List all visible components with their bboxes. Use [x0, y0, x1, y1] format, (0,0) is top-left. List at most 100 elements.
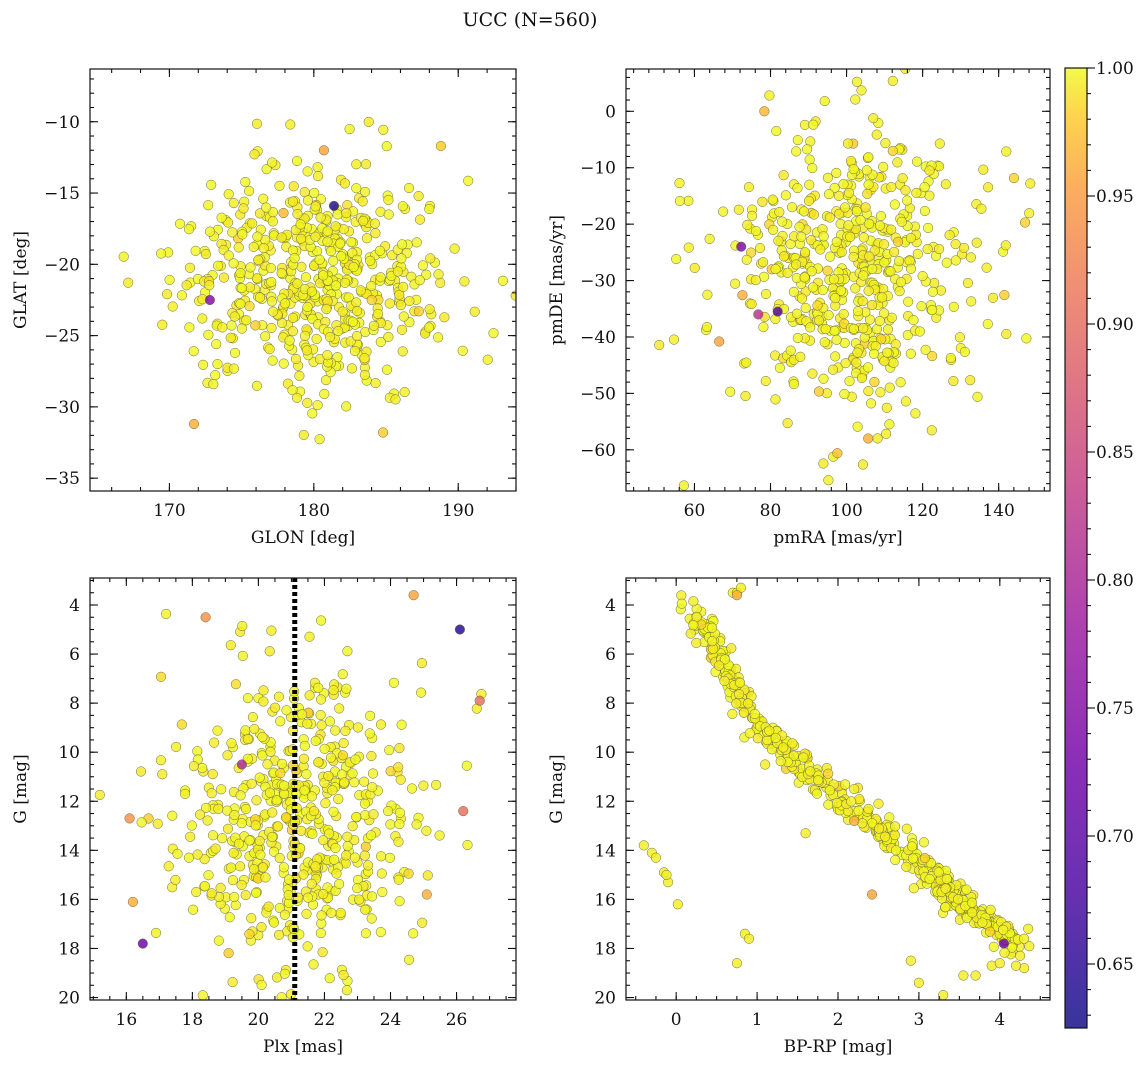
data-point: [725, 386, 736, 397]
data-point: [323, 770, 334, 782]
data-point: [342, 840, 353, 852]
data-point: [301, 345, 313, 356]
data-point: [322, 236, 333, 247]
data-point: [244, 929, 255, 940]
data-point: [861, 165, 872, 176]
data-point: [718, 206, 729, 217]
data-point: [920, 344, 931, 355]
y-tick-label: 14: [594, 841, 616, 861]
data-point: [999, 947, 1010, 958]
data-point: [302, 718, 313, 729]
y-axis-label: G [mag]: [11, 754, 31, 823]
data-point: [311, 333, 322, 344]
data-point: [341, 683, 352, 694]
data-point: [938, 990, 949, 1000]
data-point: [807, 163, 818, 174]
data-point: [170, 874, 181, 885]
data-point: [846, 796, 857, 807]
data-point: [1001, 328, 1012, 340]
data-point: [233, 838, 244, 849]
data-point: [218, 1018, 228, 1028]
y-tick-label: 12: [58, 792, 80, 812]
data-point: [778, 170, 789, 181]
data-point: [199, 854, 210, 865]
data-point: [287, 326, 298, 337]
data-point: [225, 640, 236, 651]
data-point: [325, 246, 337, 257]
data-point: [227, 227, 238, 238]
data-point: [299, 330, 311, 341]
data-point: [449, 243, 460, 254]
data-point: [226, 320, 237, 331]
data-point: [798, 752, 809, 763]
data-point: [338, 970, 349, 981]
data-point: [292, 208, 303, 220]
data-point: [834, 208, 845, 219]
data-point: [795, 351, 806, 362]
data-point: [908, 315, 919, 326]
data-point: [360, 841, 371, 852]
data-point: [421, 269, 432, 280]
data-point: [251, 273, 262, 284]
data-point: [994, 958, 1005, 969]
x-tick-label: 100: [830, 501, 862, 521]
data-point: [250, 320, 261, 331]
data-point: [978, 164, 989, 175]
data-point: [240, 176, 251, 188]
x-axis-label: Plx [mas]: [263, 1037, 343, 1057]
data-point: [1025, 178, 1036, 189]
y-tick-label: 20: [594, 989, 616, 1009]
data-point: [735, 677, 746, 688]
data-point: [136, 817, 147, 828]
data-point: [251, 118, 263, 129]
data-point: [889, 246, 900, 257]
data-point: [1019, 933, 1030, 944]
data-point: [893, 256, 905, 267]
data-point: [366, 294, 377, 306]
data-point: [459, 276, 470, 287]
data-point: [394, 819, 405, 830]
data-point: [197, 990, 208, 1000]
data-point: [497, 275, 508, 286]
data-point: [366, 280, 377, 292]
data-point: [744, 728, 755, 739]
data-point: [235, 861, 246, 872]
data-point: [874, 220, 885, 231]
data-point: [217, 322, 228, 333]
panel-plx-g: 16 18 20 22 24 26 4 6 8 10 12 14 16 18 20 Plx [mas] G [m…: [11, 577, 517, 1057]
data-point: [823, 475, 834, 486]
data-point: [328, 255, 339, 266]
data-point: [425, 253, 436, 264]
data-point: [782, 267, 793, 278]
data-point: [174, 218, 186, 229]
data-point: [796, 231, 807, 242]
data-point: [229, 891, 240, 903]
data-point: [181, 280, 192, 291]
data-point: [385, 819, 396, 830]
data-point: [940, 883, 951, 894]
data-point: [812, 300, 823, 311]
data-point: [235, 268, 246, 279]
data-point: [186, 820, 197, 831]
data-point: [217, 833, 228, 844]
data-point: [256, 922, 267, 933]
data-point: [306, 878, 317, 889]
data-point: [360, 928, 371, 939]
data-point: [267, 807, 278, 818]
data-point: [383, 194, 394, 205]
y-tick-label: −25: [44, 327, 80, 347]
data-point: [414, 214, 426, 225]
data-point: [911, 187, 922, 198]
data-point: [856, 372, 867, 384]
data-point: [838, 179, 849, 190]
data-point: [276, 268, 287, 279]
data-point: [368, 809, 379, 820]
data-point: [191, 886, 202, 898]
data-point: [275, 768, 286, 779]
y-tick-label: 6: [605, 645, 616, 665]
data-point: [245, 262, 256, 273]
data-point: [266, 296, 277, 307]
data-point: [707, 636, 718, 647]
data-point: [933, 867, 944, 878]
